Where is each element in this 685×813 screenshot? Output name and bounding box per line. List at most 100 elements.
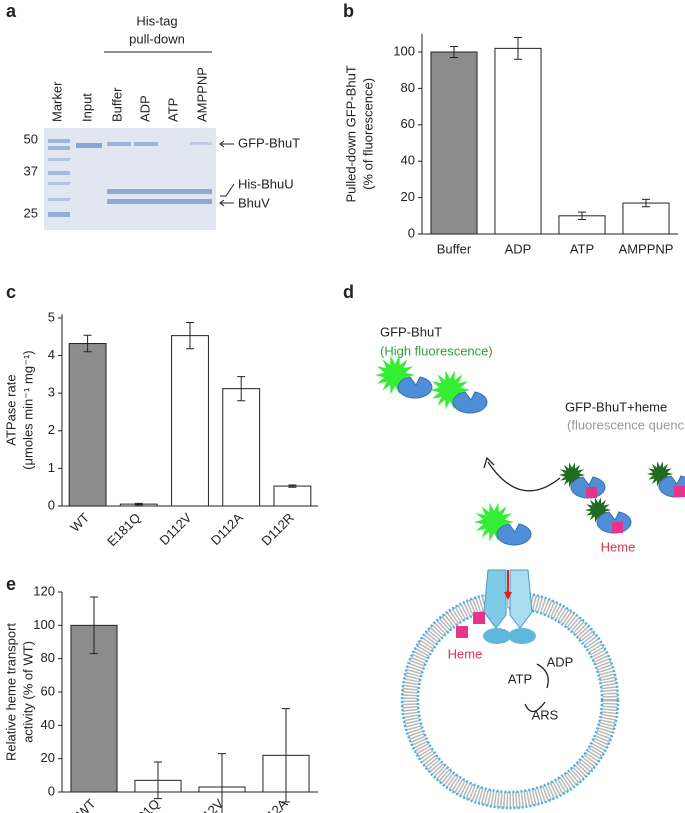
lane-label: Buffer — [109, 87, 124, 122]
diagram-label: Heme — [448, 646, 483, 661]
fluorophore — [474, 502, 514, 542]
heme — [456, 626, 468, 638]
y-tick-label: 60 — [41, 683, 55, 698]
y-axis-label: activity (% of WT) — [20, 641, 35, 743]
error-bar — [642, 198, 650, 208]
y-tick-label: 100 — [33, 617, 55, 632]
diagram-label: (fluorescence quenching) — [567, 417, 685, 432]
marker-size: 50 — [24, 131, 38, 146]
diagram-label: GFP-BhuT — [380, 324, 442, 339]
y-tick-label: 80 — [401, 80, 415, 95]
y-tick-label: 1 — [48, 460, 55, 475]
lane-label: Input — [79, 93, 94, 122]
bar — [222, 388, 261, 507]
diagram-label: (High fluorescence) — [380, 343, 493, 358]
x-tick-label: ATP — [570, 241, 594, 256]
y-tick-label: 0 — [408, 225, 415, 240]
transporter — [483, 569, 536, 644]
heme — [473, 612, 485, 624]
error-bar — [288, 484, 297, 488]
bar — [68, 343, 107, 507]
fluorophore — [647, 461, 673, 487]
y-tick-label: 120 — [33, 583, 55, 598]
x-tick-label: D112A — [208, 510, 246, 548]
x-tick-label: E181Q — [104, 510, 143, 549]
panel-letter: d — [343, 282, 354, 302]
x-tick-label: AMPPNP — [619, 241, 674, 256]
y-tick-label: 100 — [393, 43, 415, 58]
bar — [622, 202, 670, 235]
y-tick-label: 20 — [41, 750, 55, 765]
bhut-protein — [496, 523, 532, 546]
error-bar — [237, 376, 246, 402]
arrows — [483, 456, 561, 713]
y-tick-label: 60 — [401, 116, 415, 131]
y-tick-label: 80 — [41, 650, 55, 665]
y-tick-label: 3 — [48, 385, 55, 400]
x-tick-label: Buffer — [437, 241, 472, 256]
x-tick-label: D112V — [189, 796, 227, 813]
gel-header: His-tag — [136, 13, 177, 28]
vesicle-membrane — [402, 592, 618, 808]
bar — [494, 47, 542, 235]
y-axis-label: Pulled-down GFP-BhuT — [343, 65, 358, 202]
gel-header: pull-down — [129, 31, 185, 46]
y-axis-label: (% of fluorescence) — [360, 78, 375, 190]
x-tick-label: D112R — [258, 510, 297, 549]
y-tick-label: 0 — [48, 783, 55, 798]
y-tick-label: 5 — [48, 309, 55, 324]
error-bar — [186, 321, 194, 350]
error-bar — [450, 46, 458, 58]
diagram-label: ADP — [547, 654, 574, 669]
y-tick-label: 20 — [401, 189, 415, 204]
error-bar — [514, 36, 522, 60]
band-label: GFP-BhuT — [238, 135, 300, 150]
x-tick-label: D112V — [157, 510, 195, 548]
error-bar — [154, 761, 162, 800]
fluorophore — [585, 497, 611, 523]
bar — [171, 335, 209, 507]
heme — [586, 487, 597, 498]
lane-label: ADP — [137, 95, 152, 122]
diagram-label: ATP — [508, 671, 532, 686]
error-bar — [83, 334, 92, 353]
x-tick-label: D112A — [253, 796, 291, 813]
x-tick-label: WT — [67, 510, 92, 535]
bar — [430, 51, 478, 235]
heme — [674, 486, 685, 497]
y-tick-label: 0 — [48, 497, 55, 512]
y-axis-label: Relative heme transport — [3, 623, 18, 761]
panel-letter: e — [6, 574, 16, 594]
marker-size: 37 — [24, 163, 38, 178]
fluorophore — [375, 355, 415, 395]
bhut-protein — [397, 376, 433, 399]
y-tick-label: 4 — [48, 347, 55, 362]
heme — [612, 522, 623, 533]
error-bar — [90, 596, 98, 655]
error-bar — [218, 753, 226, 813]
x-tick-label: WT — [74, 796, 99, 813]
y-axis-label: (μmoles min⁻¹ mg⁻¹) — [20, 350, 35, 469]
y-tick-label: 40 — [41, 717, 55, 732]
band-label: His-BhuU — [238, 176, 294, 191]
diagram-label: ARS — [532, 707, 559, 722]
error-bar — [134, 502, 143, 506]
lane-label: AMPPNP — [194, 67, 209, 122]
panel-letter: b — [343, 1, 354, 21]
y-axis-label: ATPase rate — [3, 374, 18, 445]
bar — [273, 485, 312, 507]
lane-label: ATP — [165, 98, 180, 122]
y-tick-label: 2 — [48, 422, 55, 437]
marker-size: 25 — [24, 205, 38, 220]
panel-letter: a — [6, 1, 17, 21]
error-bar — [578, 211, 586, 220]
band-label: BhuV — [238, 195, 270, 210]
fluorophore — [430, 370, 470, 410]
diagram-label: Heme — [601, 539, 636, 554]
gel-bands — [48, 139, 212, 217]
fluorophore — [559, 462, 585, 488]
panel-letter: c — [6, 282, 16, 302]
x-tick-label: ADP — [505, 241, 532, 256]
y-tick-label: 40 — [401, 153, 415, 168]
band-arrows — [219, 140, 235, 207]
